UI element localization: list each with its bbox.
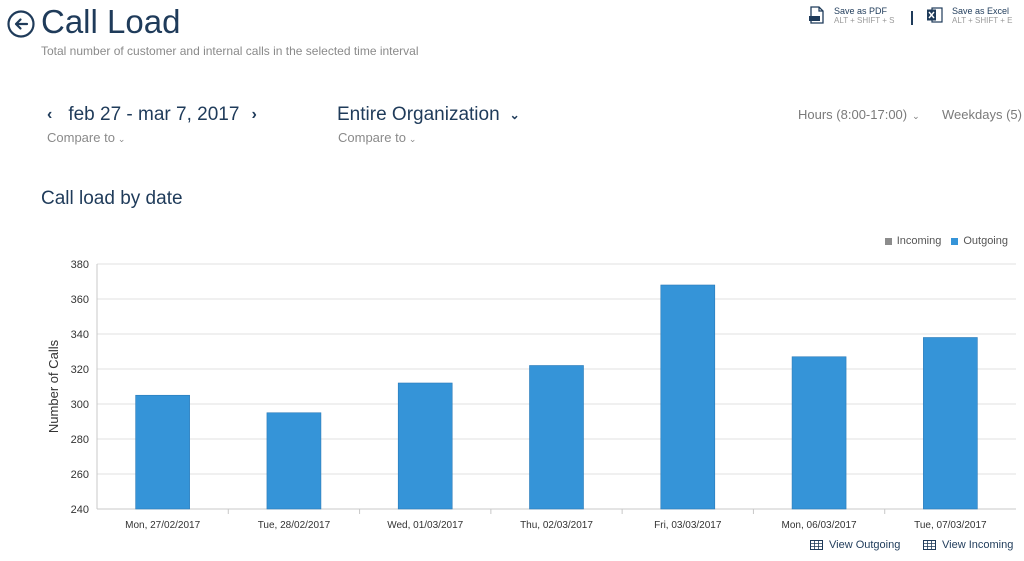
- date-range-selector[interactable]: feb 27 - mar 7, 2017: [68, 104, 240, 125]
- y-tick-label: 380: [71, 259, 89, 271]
- previous-period-button[interactable]: ‹: [47, 106, 53, 123]
- table-icon: [810, 540, 823, 550]
- y-tick-label: 280: [71, 434, 89, 446]
- save-as-pdf-label: Save as PDF: [834, 6, 888, 16]
- organization-label: Entire Organization: [337, 104, 500, 125]
- hours-dropdown[interactable]: Hours (8:00-17:00) ⌄: [798, 107, 920, 122]
- y-tick-label: 300: [71, 399, 89, 411]
- view-incoming-label: View Incoming: [942, 539, 1014, 551]
- next-period-button[interactable]: ›: [251, 106, 257, 123]
- bar-3: [397, 382, 453, 510]
- page-subtitle: Total number of customer and internal ca…: [41, 44, 419, 58]
- view-outgoing-link[interactable]: View Outgoing: [810, 539, 900, 551]
- y-tick-label: 260: [71, 469, 89, 481]
- chevron-down-icon: ⌄: [117, 134, 126, 144]
- save-as-excel-shortcut: ALT + SHIFT + E: [952, 16, 1013, 25]
- date-compare-dropdown[interactable]: Compare to ⌄: [47, 130, 125, 145]
- organization-dropdown[interactable]: Entire Organization ⌄: [337, 104, 520, 126]
- pdf-file-icon: [809, 6, 824, 24]
- chevron-down-icon: ⌄: [408, 134, 417, 144]
- legend-swatch-incoming: [884, 237, 892, 245]
- y-tick-label: 340: [71, 329, 89, 341]
- x-tick-label: Tue, 07/03/2017: [914, 520, 987, 531]
- back-button[interactable]: [7, 10, 35, 38]
- save-as-excel-button[interactable]: Save as Excel ALT + SHIFT + E: [927, 6, 1012, 26]
- section-title: Call load by date: [41, 188, 183, 209]
- date-compare-label: Compare to: [47, 130, 115, 145]
- hours-label: Hours (8:00-17:00): [798, 107, 908, 122]
- x-tick-label: Mon, 06/03/2017: [782, 520, 857, 531]
- weekdays-label: Weekdays (5): [942, 107, 1022, 122]
- x-tick-label: Tue, 28/02/2017: [258, 520, 331, 531]
- y-tick-label: 240: [71, 504, 89, 516]
- legend-item-outgoing[interactable]: Outgoing: [951, 235, 1008, 247]
- bar-2: [266, 412, 322, 510]
- org-compare-dropdown[interactable]: Compare to ⌄: [338, 130, 416, 145]
- legend-label-incoming: Incoming: [896, 235, 942, 247]
- legend-label-outgoing: Outgoing: [963, 235, 1008, 247]
- weekdays-dropdown[interactable]: Weekdays (5): [942, 107, 1022, 122]
- date-navigator: ‹ feb 27 - mar 7, 2017 ›: [45, 104, 259, 126]
- view-incoming-link[interactable]: View Incoming: [923, 539, 1013, 551]
- call-load-bar-chart: 240 260 280 300 320 340 360 380 Mon, 27/02/2017 T…: [46, 259, 1016, 531]
- bar-4: [529, 365, 584, 510]
- page-title: Call Load: [41, 3, 181, 40]
- org-compare-label: Compare to: [338, 130, 406, 145]
- x-tick-label: Mon, 27/02/2017: [125, 520, 200, 531]
- bar-6: [791, 356, 847, 510]
- y-axis-label: Number of Calls: [46, 339, 61, 433]
- bar-7: [923, 337, 978, 510]
- back-arrow-icon: [7, 10, 35, 38]
- view-outgoing-label: View Outgoing: [829, 539, 901, 551]
- y-tick-label: 360: [71, 294, 89, 306]
- y-tick-label: 320: [71, 364, 89, 376]
- bar-1: [135, 394, 190, 510]
- legend-swatch-outgoing: [951, 237, 959, 245]
- bar-5: [660, 284, 716, 510]
- x-tick-label: Wed, 01/03/2017: [387, 520, 463, 531]
- excel-file-icon: [927, 7, 943, 23]
- table-icon: [923, 540, 936, 550]
- save-as-pdf-shortcut: ALT + SHIFT + S: [834, 16, 895, 25]
- chevron-down-icon: ⌄: [509, 108, 520, 122]
- legend-item-incoming[interactable]: Incoming: [884, 235, 942, 247]
- save-as-pdf-button[interactable]: Save as PDF ALT + SHIFT + S: [809, 6, 894, 26]
- x-tick-label: Thu, 02/03/2017: [520, 520, 593, 531]
- x-tick-label: Fri, 03/03/2017: [654, 520, 722, 531]
- export-divider: [911, 11, 913, 25]
- chart-legend: Incoming Outgoing: [875, 235, 1008, 247]
- save-as-excel-label: Save as Excel: [952, 6, 1010, 16]
- chevron-down-icon: ⌄: [912, 111, 920, 121]
